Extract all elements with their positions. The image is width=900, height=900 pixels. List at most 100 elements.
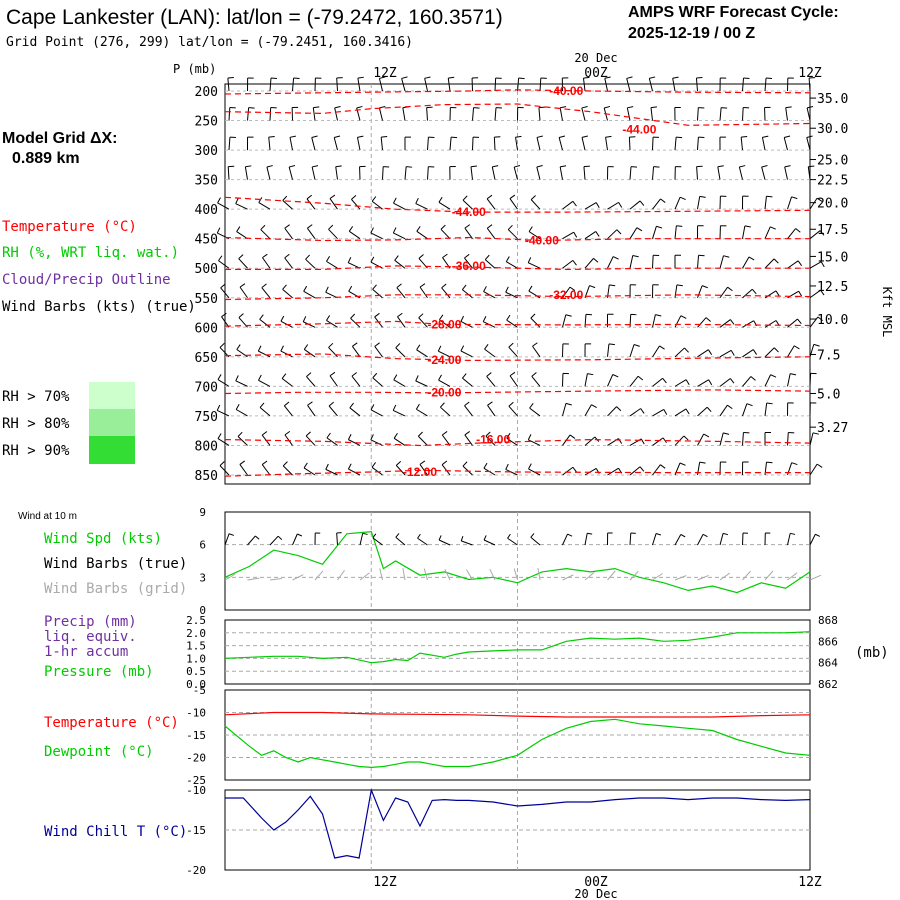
wind-barb-flag	[676, 136, 683, 139]
wind-barb-flag	[415, 403, 420, 410]
wind-barb-flag	[626, 76, 633, 79]
wind-barb	[396, 287, 406, 299]
wind-barb	[742, 432, 744, 446]
wind-barb-flag	[419, 460, 426, 465]
wind-barb-flag	[307, 224, 313, 229]
wind-barb	[486, 227, 496, 239]
wind-barb-flag	[334, 106, 341, 109]
wind-barb	[562, 466, 574, 476]
wind-barb	[513, 166, 518, 180]
wind-barb-flag	[536, 135, 543, 138]
wind-barb-flag	[816, 463, 823, 468]
wind-barb-flag	[393, 433, 398, 439]
wind-barb	[532, 345, 541, 358]
wind-barb-flag	[311, 135, 318, 138]
wind-barb	[674, 196, 681, 210]
wind-barb	[697, 137, 699, 151]
temperature-contour-label: -44.00	[622, 122, 656, 136]
wind-barb-flag	[604, 105, 611, 109]
wind-barb-flag	[741, 136, 748, 138]
wind-barb-flag	[595, 202, 600, 208]
wind-barb-flag	[238, 254, 244, 260]
wind-barb	[415, 203, 428, 210]
wind-barb-flag	[282, 195, 288, 201]
wind-barb-flag	[797, 318, 802, 324]
wind-barb-flag	[508, 401, 514, 407]
wind-barb-10m	[292, 533, 298, 546]
wind-barb	[440, 228, 451, 240]
wind-barb-10m	[674, 534, 682, 546]
model-grid-label: Model Grid ΔX:	[2, 130, 118, 147]
wind-barb-flag	[627, 106, 634, 109]
wind-barb	[761, 137, 766, 151]
wind-barb	[652, 464, 661, 476]
wind-barb	[536, 166, 541, 180]
wind-barb-10m	[507, 537, 518, 546]
wind-barb-flag	[775, 290, 780, 297]
wind-barb	[418, 317, 428, 328]
wind-barb-flag	[219, 461, 225, 466]
wind-barb-flag	[227, 77, 234, 79]
wind-barb-flag	[636, 227, 643, 232]
wind-barb	[674, 225, 677, 239]
wind-barb	[584, 231, 597, 240]
wind-barb-10m	[417, 537, 428, 546]
wind-barb-10m-flag	[362, 532, 368, 535]
wind-barb-flag	[424, 76, 431, 79]
height-tick-label: 30.0	[817, 122, 848, 137]
bottom-tick-12z-a: 12Z	[373, 875, 397, 890]
wind-barb	[509, 198, 518, 210]
wind-barb	[764, 226, 771, 239]
pressure-tick-label: 850	[195, 469, 218, 484]
wind-barb	[742, 107, 744, 121]
wind-barb	[809, 432, 814, 446]
wind-barb-flag	[236, 226, 241, 232]
wind-barb-flag	[807, 106, 814, 109]
wind-barb	[305, 258, 316, 269]
wind-barb-flag	[417, 431, 423, 437]
wind-barb-flag	[703, 433, 710, 438]
wind-barb-flag	[639, 466, 645, 472]
wind-barb	[697, 433, 705, 446]
wind-barb-flag	[528, 285, 533, 292]
wind-barb	[697, 196, 701, 210]
wind-barb	[742, 288, 753, 299]
wind-barb-flag	[633, 344, 640, 347]
wind-barb-flag	[536, 165, 543, 168]
wind-barb	[629, 466, 641, 476]
wind-barb-flag	[506, 314, 511, 321]
wind-barb-flag	[612, 374, 619, 378]
wind-barb	[262, 257, 271, 269]
wind-barb-10m-flag	[395, 533, 400, 538]
rh-swatch-70	[89, 382, 135, 409]
temperature-contour	[224, 103, 811, 126]
wind-barb	[808, 77, 811, 92]
wind-barb	[370, 439, 383, 446]
temperature-line	[224, 711, 811, 718]
pressure-tick-label: 600	[195, 321, 218, 336]
wind-barb	[628, 137, 631, 151]
legend-wind-spd: Wind Spd (kts)	[44, 531, 162, 547]
wind-barb	[394, 259, 406, 269]
wind-barb-flag	[441, 283, 447, 289]
wind-barb-10m	[483, 539, 496, 546]
wind-barb	[218, 260, 230, 269]
wind-barb	[528, 439, 541, 446]
pressure-tick-label: 400	[195, 203, 218, 218]
y-tick-label: -10	[186, 784, 206, 797]
wind-barb-flag	[372, 284, 377, 290]
wind-barb-flag	[565, 314, 572, 317]
wind-barb-flag	[761, 165, 768, 168]
wind-barb-10m	[584, 533, 588, 546]
wind-barb-flag	[699, 195, 706, 198]
wind-barb-flag	[464, 401, 470, 407]
wind-barb	[607, 406, 617, 417]
wind-barb-flag	[699, 461, 706, 464]
wind-barb	[607, 343, 610, 357]
wind-barb-flag	[609, 284, 616, 287]
wind-barb	[674, 137, 677, 151]
wind-barb-flag	[374, 342, 380, 347]
wind-barb	[605, 137, 608, 151]
wind-barb-flag	[507, 224, 513, 230]
wind-barb-flag	[604, 76, 611, 79]
